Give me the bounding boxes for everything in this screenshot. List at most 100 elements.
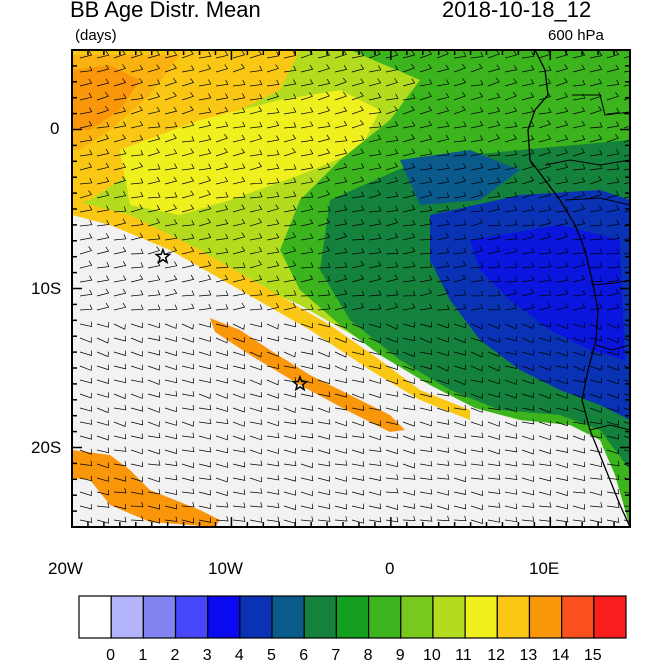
wind-barb (164, 192, 178, 199)
wind-barb (96, 233, 110, 241)
wind-barb (487, 448, 500, 455)
wind-barb (351, 432, 365, 439)
wind-barb (453, 121, 467, 129)
wind-barb (555, 475, 569, 481)
wind-barb (147, 234, 161, 241)
wind-barb (504, 433, 518, 439)
wind-barb (453, 350, 466, 356)
wind-barb (198, 503, 212, 510)
wind-barb (113, 176, 127, 185)
wind-barb (402, 378, 415, 384)
wind-barb (283, 275, 297, 283)
wind-barb (606, 488, 620, 495)
wind-barb (283, 219, 297, 227)
wind-barb (317, 176, 330, 185)
wind-barb (385, 262, 399, 269)
wind-barb (504, 78, 518, 87)
wind-barb (249, 488, 263, 494)
wind-barb (164, 433, 178, 440)
wind-barb (470, 107, 484, 115)
wind-barb (504, 421, 517, 427)
wind-barb (504, 91, 517, 101)
wind-barb (385, 290, 399, 297)
wind-barb (249, 233, 263, 241)
colorbar-swatch (78, 595, 112, 639)
wind-barb (487, 290, 501, 297)
wind-barb (589, 474, 603, 480)
wind-barb (504, 262, 518, 269)
wind-barb (113, 93, 127, 101)
wind-barb (113, 106, 127, 115)
wind-barb (572, 260, 586, 269)
wind-barb (198, 233, 212, 241)
wind-barb (572, 177, 586, 185)
wind-barb (317, 434, 330, 440)
lon-tick-label-20w: 20W (48, 559, 83, 578)
wind-barb (436, 288, 450, 297)
wind-barb (79, 377, 92, 384)
wind-barb (232, 516, 246, 522)
wind-barb (147, 504, 160, 510)
wind-barb (606, 365, 619, 371)
wind-barb (317, 391, 331, 397)
wind-barb (504, 177, 518, 185)
wind-barb (249, 419, 263, 425)
wind-barb (623, 505, 630, 507)
wind-barb (232, 192, 246, 199)
wind-barb (419, 163, 433, 171)
wind-barb (334, 365, 347, 372)
wind-barb (538, 475, 551, 482)
wind-barb (487, 50, 500, 59)
wind-barb (623, 266, 630, 269)
wind-barb (504, 65, 518, 73)
wind-barb (521, 378, 534, 385)
wind-barb (504, 363, 518, 369)
wind-barb (113, 191, 127, 199)
wind-barb (130, 120, 144, 129)
clean-air-region (72, 205, 630, 527)
wind-barb (385, 337, 398, 343)
wind-barb (402, 322, 415, 328)
wind-barb (130, 501, 144, 508)
wind-barb (351, 448, 364, 454)
wind-barb (334, 120, 348, 129)
wind-barb (198, 336, 211, 342)
wind-barb (368, 122, 382, 129)
wind-barb (79, 460, 93, 467)
wind-barb (589, 176, 602, 185)
wind-barb (198, 489, 211, 496)
wind-barb (232, 502, 246, 508)
wind-barb (300, 92, 313, 101)
wind-barb (385, 205, 399, 213)
wind-barb (436, 150, 450, 157)
wind-barb (521, 65, 535, 73)
wind-barb (555, 337, 568, 343)
wind-barb (555, 107, 569, 115)
wind-barb (402, 365, 415, 371)
wind-barb (249, 149, 263, 157)
wind-barb (283, 147, 296, 157)
wind-barb (130, 93, 144, 101)
wind-barb (504, 247, 518, 255)
wind-barb (419, 190, 433, 199)
wind-barb (351, 148, 365, 157)
wind-barb (538, 420, 551, 427)
wind-barb (572, 204, 586, 213)
wind-barb (623, 435, 630, 439)
wind-barb (317, 407, 330, 413)
wind-barb (130, 304, 144, 311)
wind-barb (453, 460, 467, 467)
wind-barb (300, 121, 314, 129)
wind-barb (266, 516, 280, 523)
wind-barb (521, 205, 535, 213)
wind-barb (181, 78, 195, 87)
lon-tick-label-10w: 10W (208, 559, 243, 578)
wind-barb (402, 335, 416, 342)
wind-barb (249, 134, 263, 143)
wind-barb (623, 210, 630, 213)
wind-barb (215, 502, 229, 508)
wind-barb (470, 135, 484, 143)
wind-barb (283, 418, 297, 425)
wind-barb (334, 232, 348, 241)
wind-barb (487, 233, 501, 241)
